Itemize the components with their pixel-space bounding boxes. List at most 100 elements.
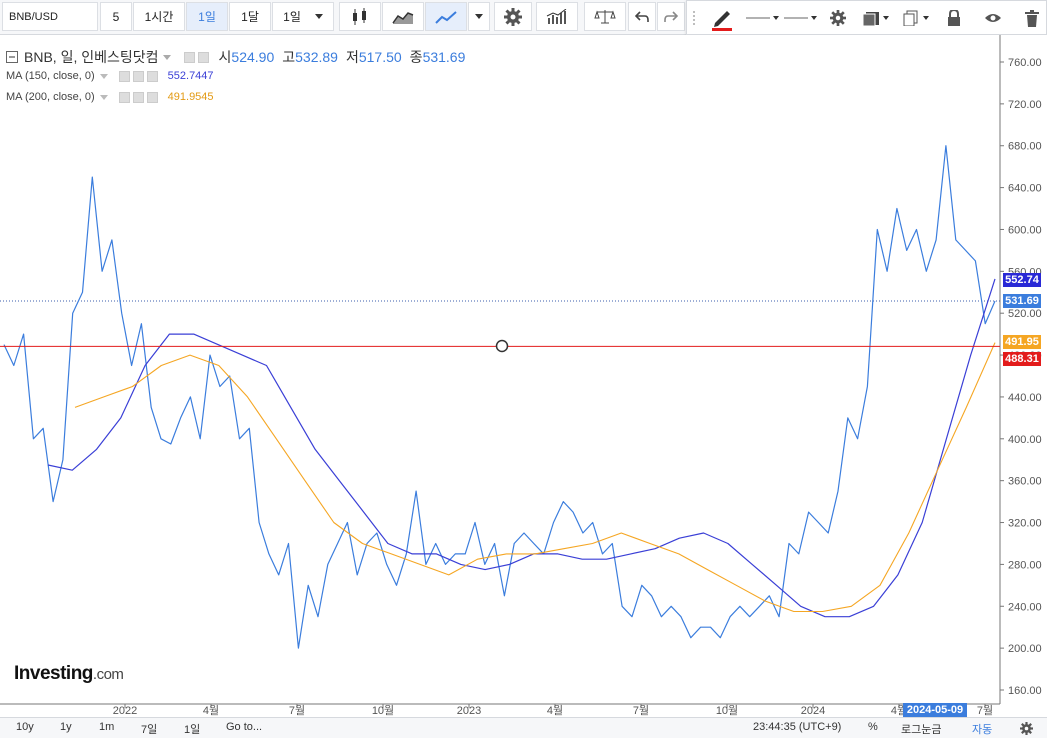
- open-label: 시: [218, 49, 232, 65]
- gear-icon[interactable]: [132, 70, 144, 82]
- y-tick-label: 400.00: [1008, 434, 1042, 446]
- ma200-label: MA (200, close, 0): [6, 91, 95, 103]
- hline-price-tag: 488.31: [1003, 352, 1041, 366]
- x-axis: 2022 4월 7월 10월 2023 4월 7월 10월 2024 4월 7월: [113, 704, 993, 717]
- clock-label: 23:44:35 (UTC+9): [753, 721, 842, 733]
- symbol-input[interactable]: BNB/USD: [2, 2, 98, 31]
- settings-button[interactable]: [494, 2, 532, 31]
- ma150-price-tag: 552.74: [1003, 273, 1041, 287]
- series-layer: [3, 145, 996, 649]
- clone-select[interactable]: [899, 4, 933, 32]
- interval-5-label: 5: [112, 9, 120, 24]
- undo-button[interactable]: [628, 2, 656, 31]
- line-width-select[interactable]: [783, 4, 819, 32]
- chart-type-dropdown[interactable]: [468, 2, 490, 31]
- price-chart[interactable]: 760.00720.00680.00640.00600.00560.00520.…: [0, 35, 1047, 717]
- gear-icon: [830, 10, 846, 26]
- y-tick-label: 440.00: [1008, 392, 1042, 404]
- eye-icon[interactable]: [118, 70, 130, 82]
- line-width-icon: [784, 16, 817, 20]
- range-1y-button[interactable]: 1y: [60, 721, 72, 733]
- x-tick-label: 10월: [372, 704, 394, 717]
- candle-chart-button[interactable]: [339, 2, 381, 31]
- goto-button[interactable]: Go to...: [226, 721, 263, 733]
- interval-1d-label: 1일: [198, 10, 216, 24]
- high-value: 532.89: [295, 49, 338, 65]
- legend-title: BNB, 일, 인베스팅닷컴: [24, 49, 159, 65]
- interval-select[interactable]: 1일: [272, 2, 334, 31]
- line-style-icon: [746, 16, 779, 20]
- lock-button[interactable]: [941, 4, 967, 32]
- y-tick-label: 600.00: [1008, 224, 1042, 236]
- line-style-select[interactable]: [745, 4, 781, 32]
- visibility-button[interactable]: [979, 4, 1007, 32]
- ma200-price-tag: 491.95: [1003, 335, 1041, 349]
- redo-button[interactable]: [657, 2, 685, 31]
- drawing-settings-button[interactable]: [825, 4, 851, 32]
- trash-icon: [1025, 9, 1039, 27]
- x-tick-label: 10월: [716, 704, 738, 717]
- y-tick-label: 160.00: [1008, 685, 1042, 697]
- range-10y-button[interactable]: 10y: [16, 721, 34, 733]
- collapse-icon[interactable]: [6, 51, 18, 63]
- x-tick-label: 7월: [633, 704, 649, 717]
- range-1m-button[interactable]: 1m: [99, 721, 115, 733]
- scale-icon: [594, 9, 616, 23]
- pencil-icon: [712, 11, 732, 31]
- chevron-down-icon: [314, 14, 323, 19]
- compare-button[interactable]: [584, 2, 626, 31]
- eye-icon[interactable]: [118, 91, 130, 103]
- y-tick-label: 680.00: [1008, 141, 1042, 153]
- eye-icon: [985, 14, 1001, 22]
- ma150-series-line: [47, 278, 996, 618]
- gear-icon[interactable]: [1020, 722, 1033, 735]
- interval-1d-button[interactable]: 1일: [186, 2, 228, 31]
- interval-5-button[interactable]: 5: [100, 2, 132, 31]
- indicators-button[interactable]: [536, 2, 578, 31]
- drawing-toolbar: [686, 0, 1047, 35]
- range-1d-button[interactable]: 1일: [184, 724, 201, 736]
- logo-main: Investing: [14, 663, 93, 684]
- percent-button[interactable]: %: [868, 721, 878, 733]
- interval-1h-label: 1시간: [144, 10, 174, 24]
- y-tick-label: 720.00: [1008, 99, 1042, 111]
- drag-handle[interactable]: [689, 4, 699, 32]
- x-tick-label: 2023: [457, 705, 481, 717]
- interval-1mo-button[interactable]: 1달: [229, 2, 271, 31]
- ma150-legend: MA (150, close, 0) 552.7447: [6, 70, 214, 82]
- x-tick-label: 2024: [801, 705, 825, 717]
- ma200-series-line: [74, 342, 996, 613]
- close-icon[interactable]: [146, 70, 158, 82]
- drag-handle-icon: [693, 11, 695, 25]
- bottom-bar: 10y 1y 1m 7일 1일 Go to... 23:44:35 (UTC+9…: [0, 717, 1047, 738]
- y-tick-label: 360.00: [1008, 476, 1042, 488]
- x-tick-label: 2022: [113, 705, 137, 717]
- range-7d-button[interactable]: 7일: [141, 724, 158, 736]
- close-icon[interactable]: [146, 91, 158, 103]
- crosshair-date-tag: 2024-05-09: [903, 703, 967, 717]
- x-tick-label: 4월: [203, 704, 219, 717]
- area-chart-button[interactable]: [382, 2, 424, 31]
- fill-select[interactable]: [859, 4, 893, 32]
- y-tick-label: 320.00: [1008, 518, 1042, 530]
- chevron-down-icon[interactable]: [99, 73, 108, 79]
- delete-button[interactable]: [1019, 4, 1045, 32]
- chevron-down-icon[interactable]: [162, 54, 171, 60]
- gear-icon: [504, 7, 522, 26]
- interval-1h-button[interactable]: 1시간: [133, 2, 185, 31]
- last-price-tag: 531.69: [1003, 294, 1041, 308]
- chevron-down-icon[interactable]: [99, 94, 108, 100]
- candlestick-icon: [353, 7, 366, 25]
- log-scale-button[interactable]: 로그눈금: [901, 724, 942, 736]
- ma200-legend: MA (200, close, 0) 491.9545: [6, 91, 214, 103]
- drawing-handle[interactable]: [495, 339, 509, 353]
- gear-icon[interactable]: [132, 91, 144, 103]
- lock-icon: [948, 10, 960, 26]
- undo-icon: [635, 10, 649, 22]
- eye-icon[interactable]: [183, 51, 195, 63]
- line-chart-button[interactable]: [425, 2, 467, 31]
- pen-color-button[interactable]: [705, 4, 739, 32]
- auto-scale-button[interactable]: 자동: [972, 724, 993, 736]
- gear-icon[interactable]: [197, 51, 209, 63]
- interval-select-label: 1일: [283, 10, 301, 24]
